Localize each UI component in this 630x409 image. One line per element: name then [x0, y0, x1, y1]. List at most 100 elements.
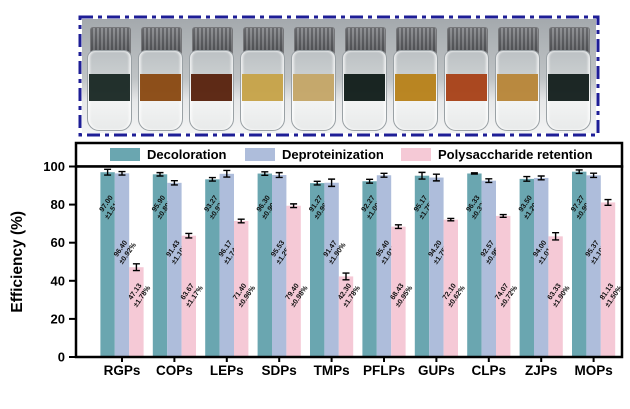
error-bar [366, 178, 374, 184]
bar-SDPs-polysaccharide-retention [286, 205, 301, 357]
bar-COPs-polysaccharide-retention [181, 235, 196, 357]
vial-body [495, 50, 540, 131]
y-tick-label: 40 [51, 273, 65, 288]
x-category-label-COPs: COPs [156, 363, 193, 378]
bar-LEPs-polysaccharide-retention [234, 220, 249, 357]
x-category-label-PFLPs: PFLPs [363, 363, 405, 378]
error-bar [132, 263, 140, 272]
y-tick-label: 60 [51, 235, 65, 250]
vial-8 [443, 25, 490, 133]
error-bar [237, 218, 245, 224]
bar-SDPs-deproteinization [272, 175, 287, 357]
bar-ZJPs-deproteinization [534, 177, 549, 357]
vial-photo [82, 19, 596, 133]
bar-PFLPs-deproteinization [376, 175, 392, 357]
error-bar [170, 180, 178, 186]
error-bar [590, 172, 598, 179]
efficiency-chart: 97.00±1.51% 95.90±0.89% 93.27±0.93% 96.30±0… [0, 141, 630, 409]
vial-liquid [191, 73, 232, 101]
vial-body [189, 50, 234, 131]
bar-RGPs-deproteinization [114, 173, 130, 357]
bar-MOPs-deproteinization [586, 175, 601, 357]
vial-1 [86, 25, 133, 133]
y-tick-label: 0 [58, 350, 65, 365]
vial-body [291, 50, 336, 131]
error-bar [552, 232, 560, 241]
legend-label-1: Decoloration [147, 147, 227, 162]
bar-MOPs-polysaccharide-retention [600, 202, 616, 357]
error-bar [523, 175, 531, 182]
plot-frame [74, 165, 624, 359]
vial-body [342, 50, 387, 131]
error-bar [447, 217, 455, 222]
vial-2 [137, 25, 184, 133]
error-bar [275, 171, 283, 179]
bar-COPs-decoloration [152, 174, 168, 357]
error-bar [432, 173, 440, 182]
bar-RGPs-polysaccharide-retention [129, 267, 144, 357]
vial-9 [494, 25, 541, 133]
error-bar [118, 170, 126, 176]
x-category-label-GUPs: GUPs [418, 363, 455, 378]
error-bar [261, 171, 269, 176]
vial-liquid [293, 73, 334, 101]
error-bar [499, 213, 507, 218]
bar-RGPs-decoloration [100, 172, 115, 357]
x-category-label-MOPs: MOPs [574, 363, 612, 378]
vial-liquid [140, 73, 181, 101]
bar-TMPs-polysaccharide-retention [338, 276, 354, 357]
vial-liquid [89, 73, 130, 101]
x-category-label-SDPs: SDPs [262, 363, 297, 378]
x-category-label-LEPs: LEPs [210, 363, 244, 378]
legend-label-3: Polysaccharide retention [438, 147, 593, 162]
error-bar [313, 180, 321, 186]
vial-liquid [548, 73, 589, 101]
y-tick-label: 80 [51, 197, 65, 212]
bar-TMPs-deproteinization [324, 182, 339, 357]
vial-body [444, 50, 489, 131]
vial-body [87, 50, 132, 131]
x-category-label-TMPs: TMPs [314, 363, 350, 378]
y-axis-title: Efficiency (%) [9, 211, 26, 313]
bar-SDPs-decoloration [257, 173, 272, 357]
bar-CLPs-decoloration [467, 173, 482, 357]
vial-10 [545, 25, 592, 133]
legend-swatch-1 [110, 148, 140, 161]
error-bar [380, 172, 388, 178]
vial-body [546, 50, 591, 131]
bar-GUPs-decoloration [414, 175, 430, 357]
error-bar [328, 178, 336, 188]
bar-TMPs-decoloration [310, 183, 325, 357]
bar-LEPs-decoloration [205, 179, 220, 357]
x-category-label-ZJPs: ZJPs [525, 363, 557, 378]
bar-GUPs-polysaccharide-retention [443, 219, 458, 357]
vial-6 [341, 25, 388, 133]
error-bar [485, 178, 493, 184]
y-tick-label: 100 [43, 159, 65, 174]
error-bar [185, 232, 193, 239]
error-bar [342, 272, 350, 281]
bar-COPs-deproteinization [167, 182, 182, 357]
vial-liquid [344, 73, 385, 101]
error-bar [290, 203, 298, 209]
bar-ZJPs-decoloration [519, 178, 534, 357]
bar-ZJPs-polysaccharide-retention [548, 236, 563, 357]
error-bar [537, 175, 545, 181]
bar-CLPs-deproteinization [481, 180, 496, 357]
error-bar [575, 169, 583, 175]
bar-GUPs-deproteinization [429, 177, 444, 357]
error-bar [418, 171, 426, 180]
legend-swatch-3 [401, 148, 431, 161]
error-bar [104, 168, 112, 176]
error-bar [223, 169, 231, 178]
vial-5 [290, 25, 337, 133]
bar-PFLPs-polysaccharide-retention [391, 226, 406, 357]
vial-liquid [242, 73, 283, 101]
error-bar [604, 198, 612, 207]
vial-body [240, 50, 285, 131]
x-category-label-RGPs: RGPs [104, 363, 141, 378]
bar-LEPs-deproteinization [219, 173, 234, 357]
vial-photo-panel [78, 15, 600, 137]
bar-CLPs-polysaccharide-retention [496, 215, 511, 357]
